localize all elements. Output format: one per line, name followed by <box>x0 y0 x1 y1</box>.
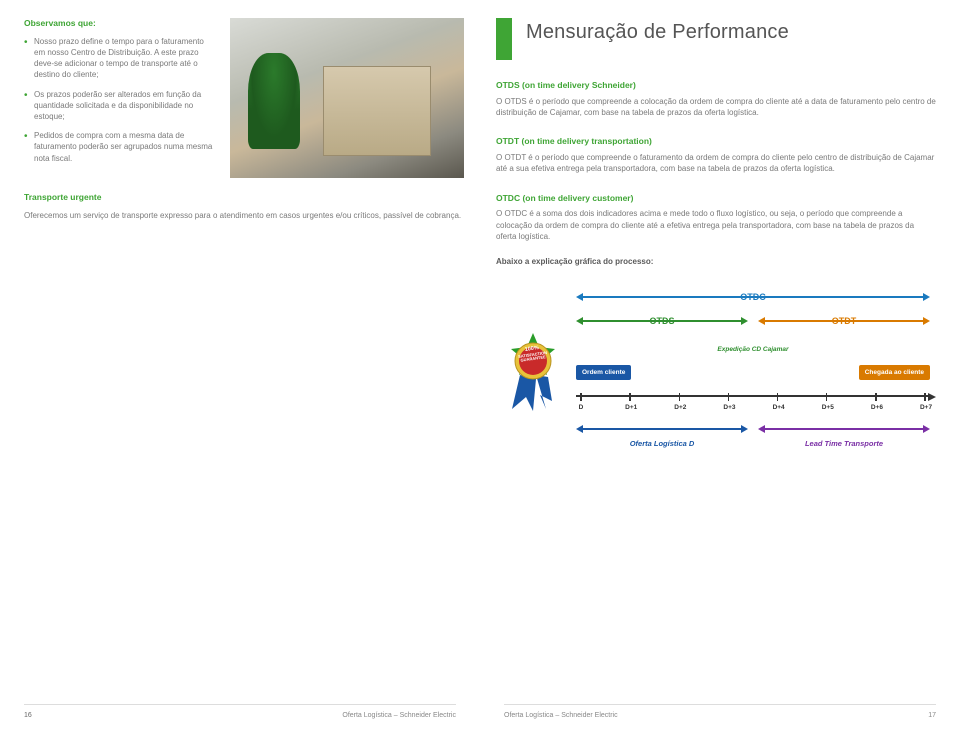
footer-text: Oferta Logística – Schneider Electric <box>504 711 928 721</box>
worker-figure <box>248 53 300 149</box>
bottom-arrows: Oferta Logística D Lead Time Transporte <box>576 421 930 450</box>
otdt-heading: OTDT (on time delivery transportation) <box>496 136 936 148</box>
oferta-arrow: Oferta Logística D <box>576 421 748 450</box>
oferta-label: Oferta Logística D <box>576 439 748 450</box>
list-item: Nosso prazo define o tempo para o fatura… <box>24 36 216 81</box>
urgent-transport-section: Transporte urgente Oferecemos um serviço… <box>24 192 464 229</box>
observations-heading: Observamos que: <box>24 18 216 30</box>
accent-bar <box>496 18 512 60</box>
order-box: Ordem cliente <box>576 365 631 380</box>
urgent-body: Oferecemos um serviço de transporte expr… <box>24 210 464 221</box>
left-two-column: Observamos que: Nosso prazo define o tem… <box>24 18 464 178</box>
observations-list: Nosso prazo define o tempo para o fatura… <box>24 36 216 164</box>
footer-left: 16 Oferta Logística – Schneider Electric <box>24 704 456 721</box>
expedition-label: Expedição CD Cajamar <box>717 345 788 354</box>
page-right: Mensuração de Performance OTDS (on time … <box>480 0 960 731</box>
timeline: D D+1 D+2 D+3 D+4 D+5 D+6 D+7 <box>576 395 930 412</box>
list-item: Os prazos poderão ser alterados em funçã… <box>24 89 216 123</box>
list-item: Pedidos de compra com a mesma data de fa… <box>24 130 216 164</box>
lead-arrow: Lead Time Transporte <box>758 421 930 450</box>
footer-right: Oferta Logística – Schneider Electric 17 <box>504 704 936 721</box>
otdc-arrow-row: OTDC <box>576 289 930 304</box>
otdc-body: O OTDC é a soma dos dois indicadores aci… <box>496 208 936 242</box>
otds-otdt-row: OTDS OTDT <box>576 313 930 328</box>
otdc-heading: OTDC (on time delivery customer) <box>496 193 936 205</box>
event-boxes: Ordem cliente . Chegada ao cliente <box>576 365 930 380</box>
otdc-section: OTDC (on time delivery customer) O OTDC … <box>496 183 936 250</box>
observations-column: Observamos que: Nosso prazo define o tem… <box>24 18 216 178</box>
page-title: Mensuração de Performance <box>526 18 789 46</box>
otds-arrow: OTDS <box>576 313 748 328</box>
page-number: 16 <box>24 711 32 721</box>
page-number: 17 <box>928 711 936 721</box>
arrive-box: Chegada ao cliente <box>859 365 930 380</box>
otdt-arrow: OTDT <box>758 313 930 328</box>
footer-text: Oferta Logística – Schneider Electric <box>32 711 456 721</box>
otds-heading: OTDS (on time delivery Schneider) <box>496 80 936 92</box>
graphic-note: Abaixo a explicação gráfica do processo: <box>496 256 936 267</box>
timeline-axis <box>576 395 930 397</box>
title-row: Mensuração de Performance <box>496 18 936 60</box>
page-left: Observamos que: Nosso prazo define o tem… <box>0 0 480 731</box>
otdt-body: O OTDT é o período que compreende o fatu… <box>496 152 936 174</box>
urgent-heading: Transporte urgente <box>24 192 464 204</box>
warehouse-photo <box>230 18 464 178</box>
warehouse-photo-wrap <box>230 18 464 178</box>
process-diagram: 100% SATISFACTION GUARANTEE OTDC OTDS OT… <box>496 287 936 457</box>
otds-body: O OTDS é o período que compreende a colo… <box>496 96 936 118</box>
otds-section: OTDS (on time delivery Schneider) O OTDS… <box>496 70 936 126</box>
guarantee-ribbon-icon <box>498 331 568 411</box>
lead-label: Lead Time Transporte <box>758 439 930 450</box>
otdt-section: OTDT (on time delivery transportation) O… <box>496 126 936 182</box>
